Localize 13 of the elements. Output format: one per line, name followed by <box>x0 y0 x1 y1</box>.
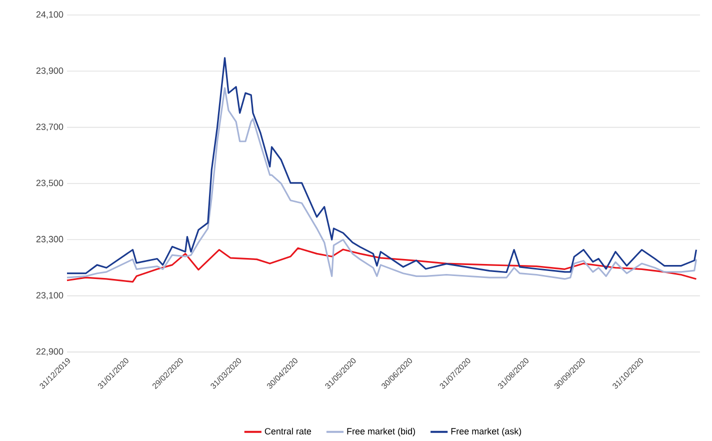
y-tick-label: 23,700 <box>36 124 64 132</box>
y-tick-label: 23,100 <box>36 292 64 300</box>
line-series <box>66 247 698 283</box>
legend-label: Central rate <box>264 428 312 434</box>
legend-label: Free market (bid) <box>347 428 415 436</box>
legend-label: Free market (ask) <box>451 428 522 436</box>
y-tick-label: 23,900 <box>36 67 64 75</box>
y-tick-label: 23,500 <box>36 180 64 188</box>
line-series <box>66 87 698 280</box>
y-tick-label: 22,900 <box>36 348 64 356</box>
y-tick-label: 23,300 <box>36 236 64 244</box>
line-series <box>66 57 698 274</box>
y-tick-label: 24,100 <box>36 11 64 19</box>
